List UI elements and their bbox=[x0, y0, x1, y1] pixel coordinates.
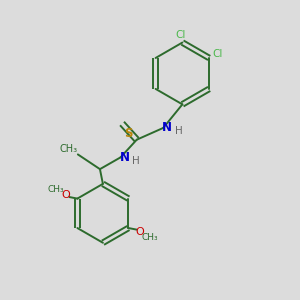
Text: N: N bbox=[162, 122, 172, 134]
Text: O: O bbox=[136, 226, 145, 237]
Text: N: N bbox=[119, 151, 129, 164]
Text: CH₃: CH₃ bbox=[48, 185, 64, 194]
Text: Cl: Cl bbox=[213, 49, 223, 58]
Text: CH₃: CH₃ bbox=[60, 144, 78, 154]
Text: Cl: Cl bbox=[176, 30, 186, 40]
Text: O: O bbox=[61, 190, 70, 200]
Text: S: S bbox=[124, 127, 132, 140]
Text: CH₃: CH₃ bbox=[142, 233, 158, 242]
Text: H: H bbox=[132, 156, 140, 166]
Text: H: H bbox=[175, 126, 182, 136]
